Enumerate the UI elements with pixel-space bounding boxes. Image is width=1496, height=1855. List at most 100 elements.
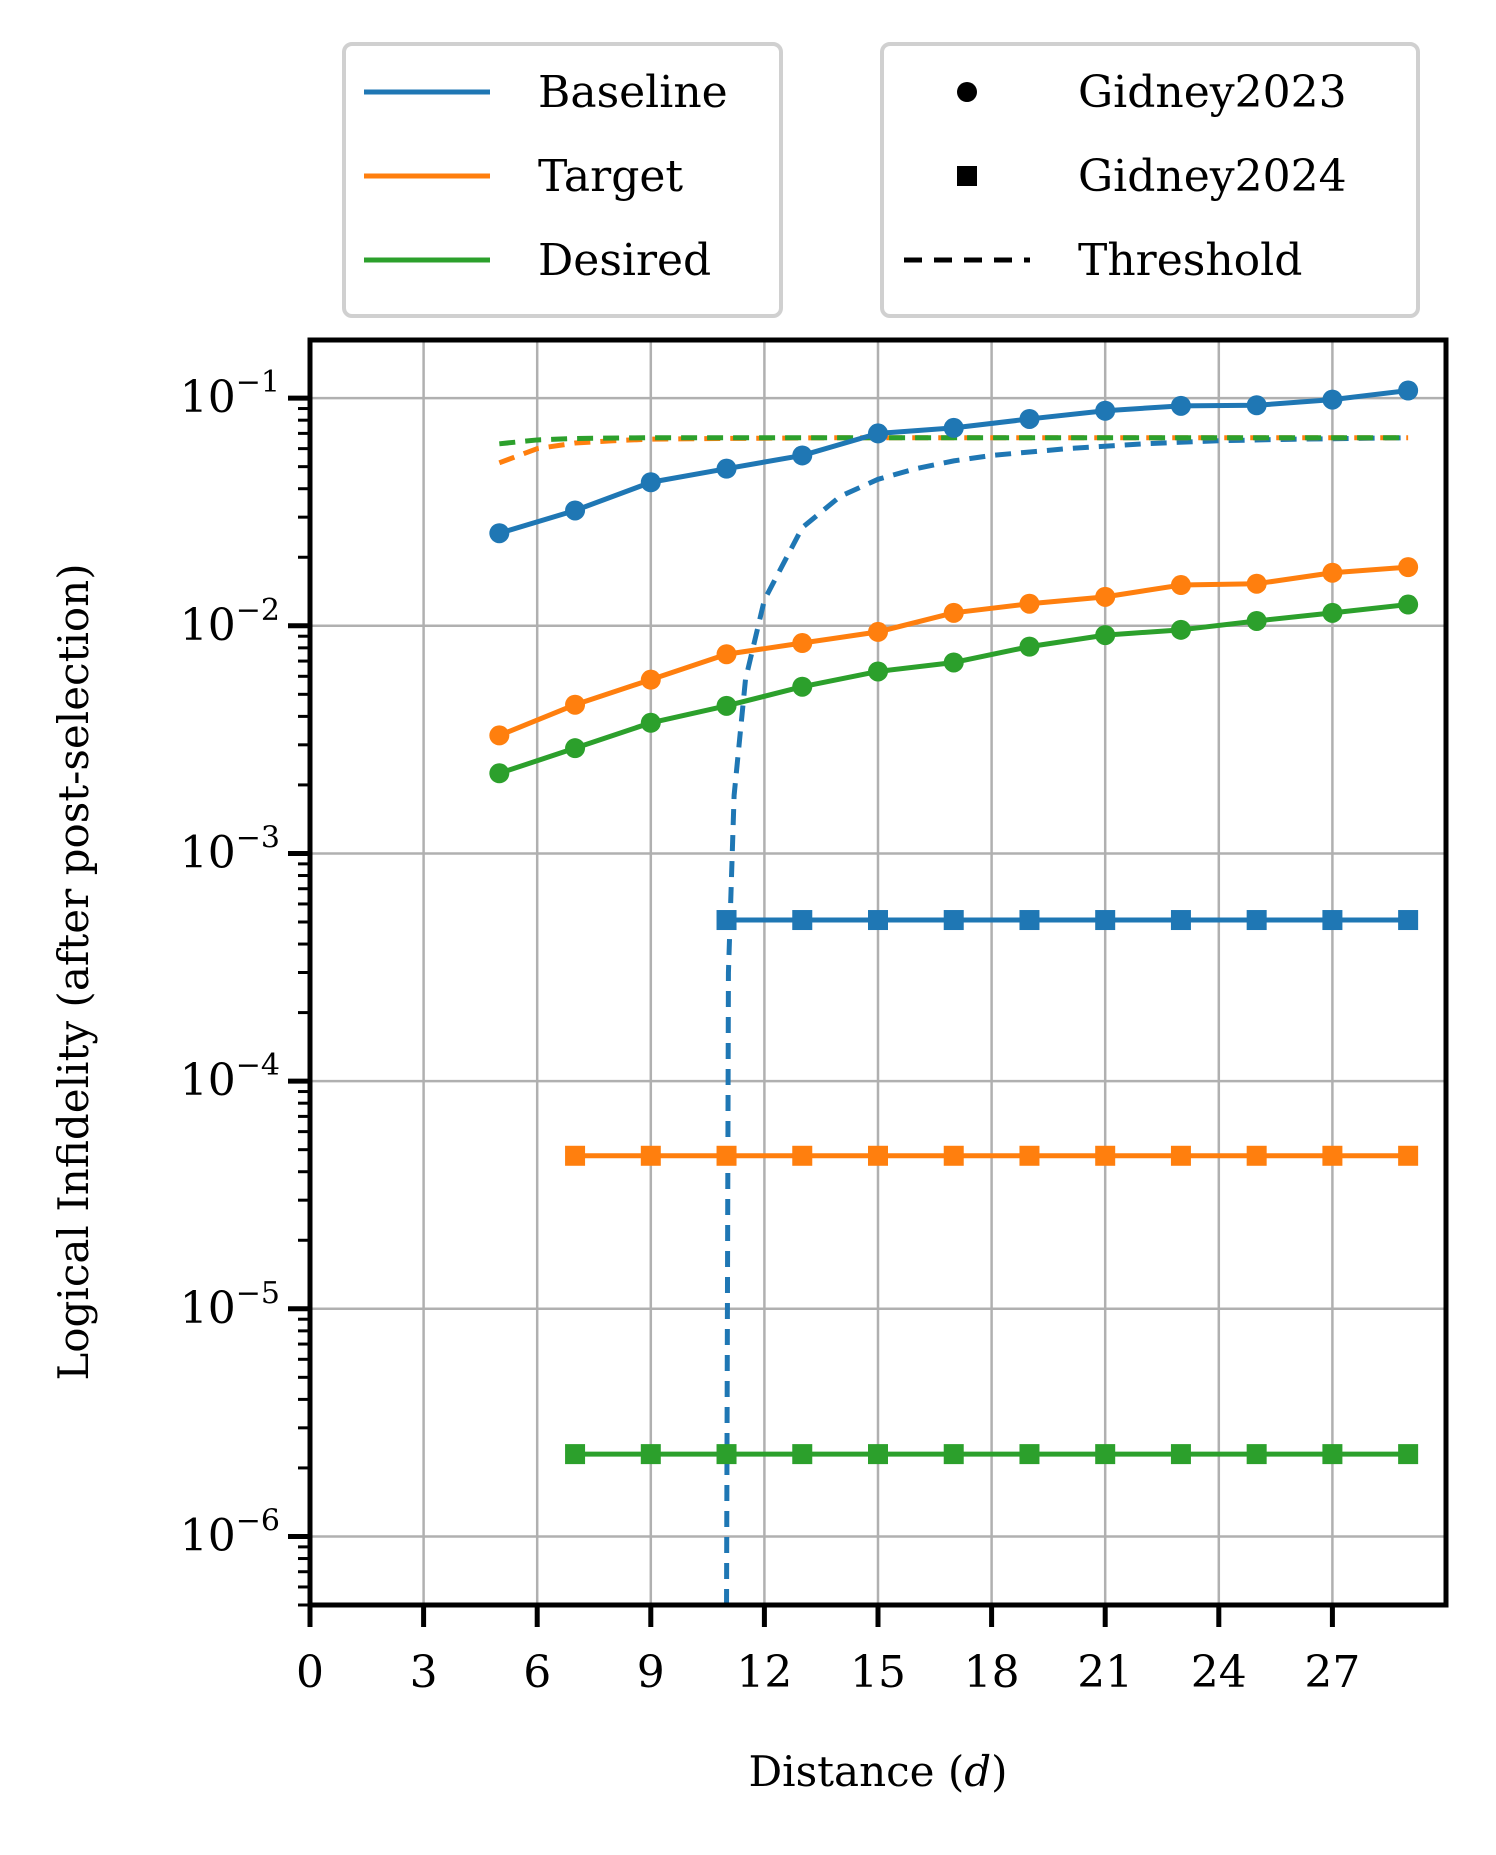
data-point-desired-gidney2023: [1322, 602, 1343, 623]
y-tick-base: 10: [180, 1510, 236, 1561]
x-axis-title-main: Distance (: [748, 1747, 964, 1796]
data-point-baseline-gidney2024: [1322, 910, 1343, 931]
data-point-baseline-gidney2024: [1095, 910, 1116, 931]
x-tick-label: 3: [410, 1647, 438, 1698]
data-point-desired-gidney2023: [1170, 619, 1191, 640]
legend-color: Baseline Target Desired: [342, 42, 783, 318]
x-tick-label: 27: [1304, 1647, 1360, 1698]
legend-label-gidney2023: Gidney2023: [1078, 67, 1347, 118]
legend-label-desired: Desired: [538, 235, 711, 286]
series-layer: [489, 380, 1419, 1605]
data-point-baseline-gidney2024: [1019, 910, 1040, 931]
data-point-target-gidney2024: [565, 1145, 586, 1166]
data-point-baseline-gidney2023: [640, 472, 661, 493]
data-point-target-gidney2023: [1398, 557, 1419, 578]
legend-label-threshold: Threshold: [1078, 235, 1302, 286]
y-tick-exponent: −6: [236, 1503, 280, 1538]
x-tick-label: 24: [1191, 1647, 1247, 1698]
threshold-line-baseline: [724, 435, 1409, 1605]
data-point-desired-gidney2023: [1095, 625, 1116, 646]
data-point-desired-gidney2023: [716, 695, 737, 716]
data-point-target-gidney2023: [640, 669, 661, 690]
data-point-target-gidney2024: [1095, 1145, 1116, 1166]
data-point-desired-gidney2023: [1019, 636, 1040, 657]
data-point-target-gidney2024: [1322, 1145, 1343, 1166]
data-point-desired-gidney2023: [640, 712, 661, 733]
legend-style: Gidney2023 Gidney2024 Threshold: [880, 42, 1420, 318]
y-tick-base: 10: [180, 827, 236, 878]
data-point-desired-gidney2023: [792, 676, 813, 697]
data-point-desired-gidney2024: [640, 1444, 661, 1465]
legend-label-target: Target: [538, 151, 683, 202]
data-point-baseline-gidney2023: [1398, 380, 1419, 401]
data-point-desired-gidney2023: [1398, 594, 1419, 615]
y-tick-label: 10−3: [180, 820, 280, 878]
data-point-desired-gidney2024: [792, 1444, 813, 1465]
data-point-target-gidney2024: [792, 1145, 813, 1166]
legend-label-gidney2024: Gidney2024: [1078, 151, 1347, 202]
legend-marker-square: [957, 166, 977, 186]
y-tick-exponent: −3: [236, 820, 280, 855]
data-point-desired-gidney2024: [1398, 1444, 1419, 1465]
x-tick-label: 15: [850, 1647, 906, 1698]
data-point-target-gidney2023: [943, 602, 964, 623]
data-point-target-gidney2023: [489, 725, 510, 746]
data-point-desired-gidney2024: [1019, 1444, 1040, 1465]
data-point-desired-gidney2023: [943, 652, 964, 673]
y-tick-exponent: −5: [236, 1276, 280, 1311]
legend-style-box: [880, 42, 1420, 318]
legend-label-baseline: Baseline: [538, 67, 728, 118]
data-point-desired-gidney2024: [716, 1444, 737, 1465]
data-point-baseline-gidney2024: [1170, 910, 1191, 931]
y-tick-exponent: −1: [236, 365, 280, 400]
data-point-baseline-gidney2023: [489, 523, 510, 544]
data-point-target-gidney2023: [1246, 573, 1267, 594]
y-tick-label: 10−5: [180, 1276, 280, 1334]
x-tick-label: 0: [296, 1647, 324, 1698]
y-tick-exponent: −2: [236, 593, 280, 628]
x-axis-title-var: d: [964, 1747, 991, 1796]
data-point-baseline-gidney2024: [1398, 910, 1419, 931]
data-point-target-gidney2024: [943, 1145, 964, 1166]
y-tick-base: 10: [180, 600, 236, 651]
data-point-target-gidney2023: [1095, 586, 1116, 607]
data-point-target-gidney2023: [792, 633, 813, 654]
data-point-baseline-gidney2024: [868, 910, 888, 931]
x-tick-label: 21: [1077, 1647, 1133, 1698]
data-point-desired-gidney2024: [1170, 1444, 1191, 1465]
y-tick-exponent: −4: [236, 1048, 280, 1083]
y-tick-base: 10: [180, 372, 236, 423]
data-point-desired-gidney2023: [489, 763, 510, 784]
data-point-desired-gidney2024: [1322, 1444, 1343, 1465]
data-point-desired-gidney2024: [565, 1444, 586, 1465]
data-point-target-gidney2023: [716, 644, 737, 665]
data-point-baseline-gidney2024: [943, 910, 964, 931]
data-point-target-gidney2023: [868, 621, 888, 642]
data-point-baseline-gidney2023: [943, 417, 964, 438]
data-point-target-gidney2023: [565, 694, 586, 715]
legend-color-box: [342, 42, 783, 318]
data-point-baseline-gidney2023: [868, 423, 888, 444]
x-tick-label: 18: [964, 1647, 1020, 1698]
data-point-target-gidney2024: [716, 1145, 737, 1166]
data-point-baseline-gidney2023: [565, 500, 586, 521]
data-point-desired-gidney2024: [1246, 1444, 1267, 1465]
y-tick-label: 10−2: [180, 593, 280, 651]
data-point-baseline-gidney2023: [1246, 395, 1267, 416]
data-point-target-gidney2024: [1398, 1145, 1419, 1166]
y-tick-label: 10−1: [180, 365, 280, 423]
threshold-line-target: [498, 435, 1409, 466]
data-point-baseline-gidney2024: [1246, 910, 1267, 931]
data-point-target-gidney2024: [1246, 1145, 1267, 1166]
data-point-baseline-gidney2023: [1322, 389, 1343, 410]
data-point-baseline-gidney2023: [1170, 395, 1191, 416]
data-point-baseline-gidney2024: [792, 910, 813, 931]
ticks: [288, 395, 1335, 1627]
x-axis-title: Distance (d): [748, 1747, 1007, 1796]
data-point-desired-gidney2023: [1246, 610, 1267, 631]
data-point-baseline-gidney2023: [1019, 408, 1040, 429]
data-point-baseline-gidney2023: [792, 445, 813, 466]
data-point-target-gidney2024: [868, 1145, 888, 1166]
